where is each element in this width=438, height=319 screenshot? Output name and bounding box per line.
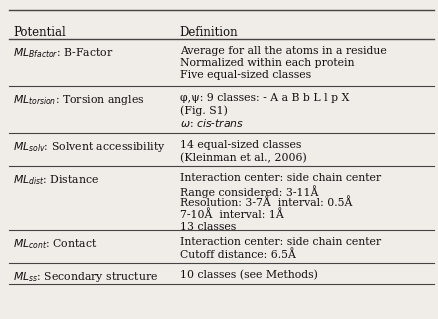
Text: $\mathit{ML}_{cont}$: Contact: $\mathit{ML}_{cont}$: Contact [13, 237, 98, 251]
Text: $\mathit{ML}_{Bfactor}$: B-Factor: $\mathit{ML}_{Bfactor}$: B-Factor [13, 46, 113, 60]
Text: Cutoff distance: 6.5Å: Cutoff distance: 6.5Å [180, 249, 296, 260]
Text: $\mathit{ML}_{dist}$: Distance: $\mathit{ML}_{dist}$: Distance [13, 173, 99, 187]
Text: 7-10Å  interval: 1Å: 7-10Å interval: 1Å [180, 210, 283, 220]
Text: 14 equal-sized classes: 14 equal-sized classes [180, 140, 301, 150]
Text: Range considered: 3-11Å: Range considered: 3-11Å [180, 185, 318, 198]
Text: Five equal-sized classes: Five equal-sized classes [180, 70, 311, 80]
Text: (Fig. S1): (Fig. S1) [180, 105, 227, 116]
Text: φ,ψ: 9 classes: - A a B b L l p X: φ,ψ: 9 classes: - A a B b L l p X [180, 93, 349, 103]
Text: Potential: Potential [13, 26, 66, 39]
Text: Interaction center: side chain center: Interaction center: side chain center [180, 237, 381, 247]
Text: $\mathit{ML}_{ss}$: Secondary structure: $\mathit{ML}_{ss}$: Secondary structure [13, 270, 159, 284]
Text: 13 classes: 13 classes [180, 222, 236, 232]
Text: Interaction center: side chain center: Interaction center: side chain center [180, 173, 381, 183]
Text: Definition: Definition [180, 26, 238, 39]
Text: (Kleinman et al., 2006): (Kleinman et al., 2006) [180, 152, 306, 163]
Text: $\omega$: $\mathit{cis}$-$\mathit{trans}$: $\omega$: $\mathit{cis}$-$\mathit{trans}… [180, 117, 244, 130]
Text: $\mathit{ML}_{torsion}$: Torsion angles: $\mathit{ML}_{torsion}$: Torsion angles [13, 93, 145, 107]
Text: Normalized within each protein: Normalized within each protein [180, 58, 354, 68]
Text: Average for all the atoms in a residue: Average for all the atoms in a residue [180, 46, 386, 56]
Text: 10 classes (see Methods): 10 classes (see Methods) [180, 270, 318, 280]
Text: Resolution: 3-7Å  interval: 0.5Å: Resolution: 3-7Å interval: 0.5Å [180, 197, 352, 208]
Text: $\mathit{ML}_{solv}$: Solvent accessibility: $\mathit{ML}_{solv}$: Solvent accessibil… [13, 140, 166, 154]
